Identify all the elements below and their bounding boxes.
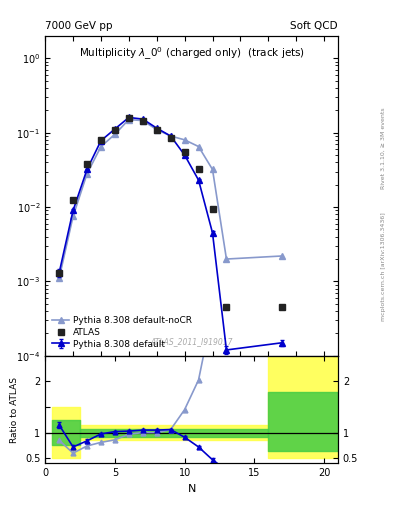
ATLAS: [196, 166, 201, 173]
ATLAS: [84, 161, 89, 167]
ATLAS: [210, 206, 215, 212]
Text: ATLAS_2011_I919017: ATLAS_2011_I919017: [151, 337, 233, 346]
Line: ATLAS: ATLAS: [56, 115, 286, 311]
Pythia 8.308 default-noCR: [71, 214, 75, 220]
Pythia 8.308 default-noCR: [127, 116, 131, 122]
Pythia 8.308 default-noCR: [210, 166, 215, 173]
ATLAS: [112, 126, 117, 133]
Pythia 8.308 default-noCR: [182, 137, 187, 143]
Pythia 8.308 default-noCR: [99, 143, 103, 150]
ATLAS: [99, 137, 103, 143]
Pythia 8.308 default-noCR: [168, 133, 173, 139]
Legend: Pythia 8.308 default-noCR, ATLAS, Pythia 8.308 default: Pythia 8.308 default-noCR, ATLAS, Pythia…: [50, 313, 195, 351]
Pythia 8.308 default-noCR: [224, 256, 229, 262]
Y-axis label: Ratio to ATLAS: Ratio to ATLAS: [10, 377, 19, 442]
Pythia 8.308 default-noCR: [57, 275, 61, 282]
Pythia 8.308 default-noCR: [112, 131, 117, 137]
Text: Rivet 3.1.10, ≥ 3M events: Rivet 3.1.10, ≥ 3M events: [381, 108, 386, 189]
Pythia 8.308 default-noCR: [196, 143, 201, 150]
ATLAS: [154, 126, 159, 133]
ATLAS: [127, 115, 131, 121]
Text: Multiplicity $\lambda\_0^0$ (charged only)  (track jets): Multiplicity $\lambda\_0^0$ (charged onl…: [79, 46, 305, 62]
Pythia 8.308 default-noCR: [280, 253, 285, 259]
ATLAS: [280, 304, 285, 310]
Line: Pythia 8.308 default-noCR: Pythia 8.308 default-noCR: [56, 117, 285, 281]
ATLAS: [71, 197, 75, 203]
Pythia 8.308 default-noCR: [154, 126, 159, 133]
Pythia 8.308 default-noCR: [84, 170, 89, 177]
Text: 7000 GeV pp: 7000 GeV pp: [45, 21, 113, 31]
X-axis label: N: N: [187, 484, 196, 494]
Pythia 8.308 default-noCR: [140, 118, 145, 124]
ATLAS: [182, 149, 187, 155]
ATLAS: [224, 304, 229, 310]
Text: Soft QCD: Soft QCD: [290, 21, 338, 31]
Text: mcplots.cern.ch [arXiv:1306.3436]: mcplots.cern.ch [arXiv:1306.3436]: [381, 212, 386, 321]
ATLAS: [168, 135, 173, 141]
ATLAS: [57, 270, 61, 276]
ATLAS: [140, 118, 145, 124]
